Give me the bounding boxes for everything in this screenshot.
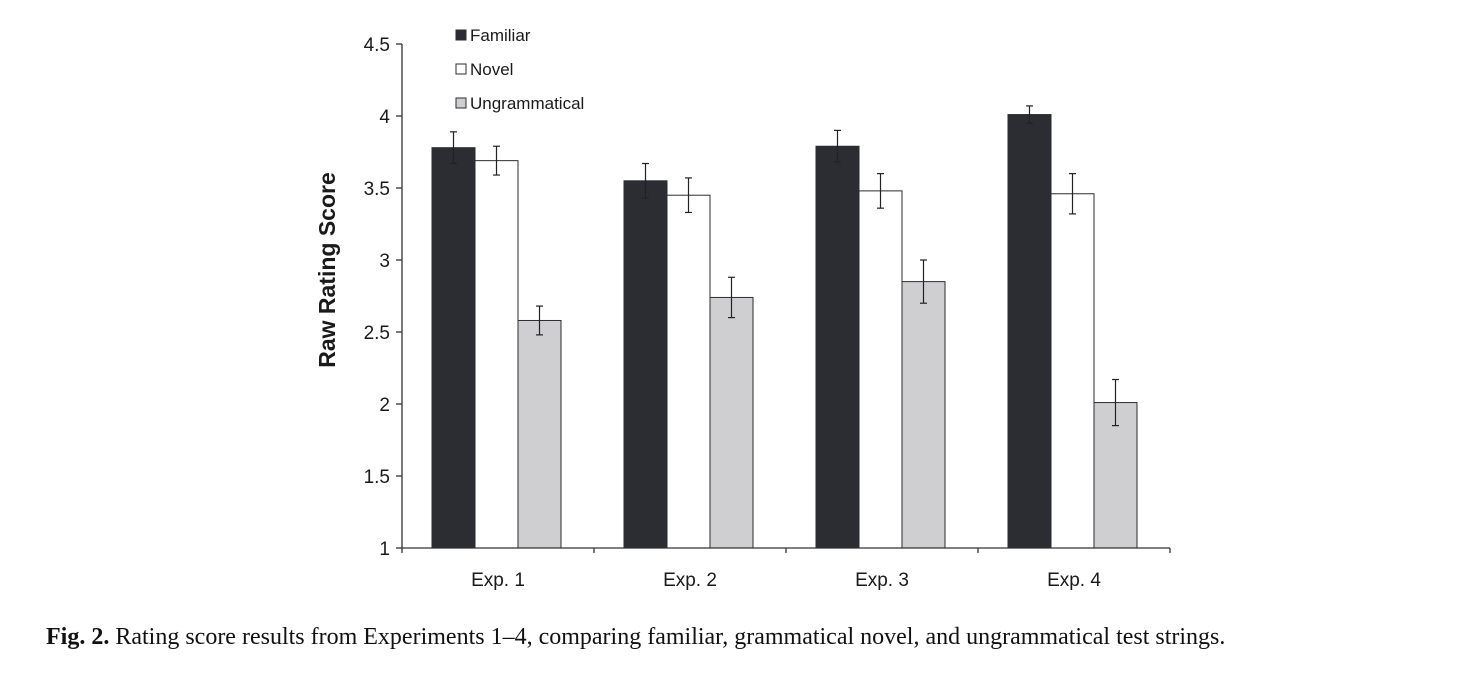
bar-0-2 bbox=[815, 145, 860, 549]
x-tick-label-3: Exp. 4 bbox=[1047, 570, 1101, 591]
bar-1-0 bbox=[474, 160, 519, 549]
y-tick-label-5: 3.5 bbox=[364, 179, 390, 200]
x-axis-labels: Exp. 1 Exp. 2 Exp. 3 Exp. 4 bbox=[471, 570, 1101, 591]
legend-swatch-1 bbox=[455, 63, 467, 75]
y-tick-label-3: 2.5 bbox=[364, 323, 390, 344]
figure-caption: Fig. 2. Rating score results from Experi… bbox=[46, 624, 1466, 651]
bar-0-3 bbox=[1007, 114, 1052, 549]
y-axis-ticks: 1 1.5 2 2.5 3 3.5 4 4.5 bbox=[364, 35, 402, 560]
x-tick-label-2: Exp. 3 bbox=[855, 570, 909, 591]
bar-2-0 bbox=[517, 319, 562, 549]
y-tick-label-1: 1.5 bbox=[364, 467, 390, 488]
bar-1-3 bbox=[1050, 193, 1095, 549]
legend-label-1: Novel bbox=[470, 60, 513, 79]
bar-1-1 bbox=[666, 194, 711, 549]
y-axis-label: Raw Rating Score bbox=[314, 172, 340, 368]
y-tick-label-6: 4 bbox=[379, 107, 390, 128]
bar-2-2 bbox=[901, 281, 946, 549]
legend: Familiar Novel Ungrammatical bbox=[455, 26, 584, 113]
bars bbox=[431, 105, 1138, 549]
y-tick-label-2: 2 bbox=[379, 395, 390, 416]
x-tick-label-1: Exp. 2 bbox=[663, 570, 717, 591]
legend-label-0: Familiar bbox=[470, 26, 531, 45]
legend-swatch-0 bbox=[455, 29, 467, 41]
bar-0-0 bbox=[431, 147, 476, 549]
caption-text: Rating score results from Experiments 1–… bbox=[109, 624, 1226, 650]
y-tick-label-4: 3 bbox=[379, 251, 390, 272]
bar-1-2 bbox=[858, 190, 903, 549]
legend-swatch-2 bbox=[455, 97, 467, 109]
bar-2-1 bbox=[709, 296, 754, 549]
y-tick-label-7: 4.5 bbox=[364, 35, 390, 56]
y-tick-label-0: 1 bbox=[379, 539, 390, 560]
axes bbox=[401, 44, 1171, 553]
bar-chart: Raw Rating Score 1 1.5 2 2.5 3 3.5 4 4.5 Exp. 1… bbox=[314, 26, 1171, 591]
legend-label-2: Ungrammatical bbox=[470, 94, 584, 113]
x-tick-label-0: Exp. 1 bbox=[471, 570, 525, 591]
caption-label: Fig. 2. bbox=[46, 624, 110, 650]
bar-0-1 bbox=[623, 180, 668, 549]
